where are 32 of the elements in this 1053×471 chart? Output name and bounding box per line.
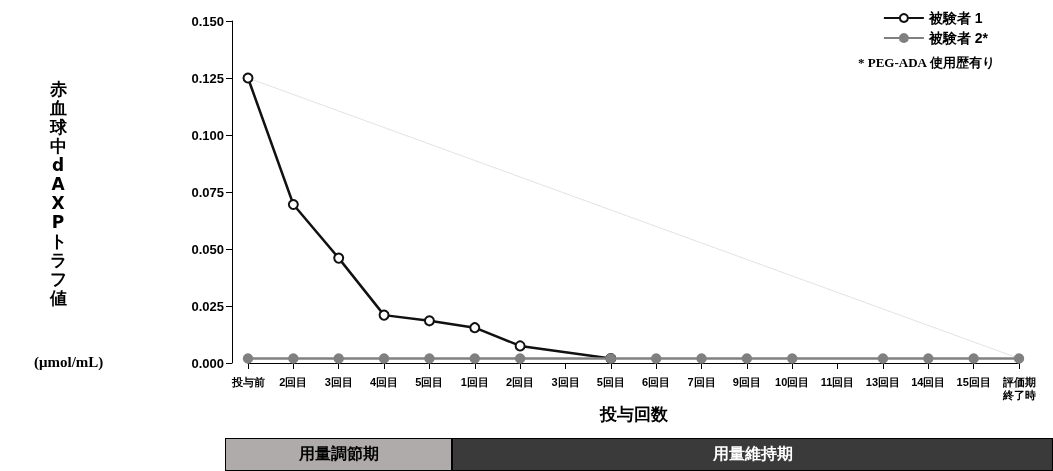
legend-label: 被験者 2*: [927, 30, 989, 46]
x-tick-label: 3回目: [551, 375, 580, 388]
x-tick-label: 15回目: [956, 375, 991, 388]
x-tick-label: 7回目: [687, 375, 716, 388]
y-tick-label: 0.125: [191, 70, 224, 86]
annotation: * PEG-ADA 使用歴有り: [858, 54, 995, 72]
text: 用量維持期: [452, 438, 1053, 471]
x-tick-label: 投与前: [230, 375, 265, 388]
y-tick-label: 0.075: [191, 184, 224, 200]
y-tick-label: 0.050: [191, 241, 224, 257]
x-tick-label: 5回目: [415, 375, 444, 388]
y-tick-label: 0.025: [191, 298, 224, 314]
x-tick-label: 1回目: [460, 375, 489, 388]
legend-label: 被験者 1: [927, 10, 983, 26]
x-tick-label: 14回目: [911, 375, 946, 388]
x-tick-label: 評価期終了時: [1001, 375, 1036, 401]
x-tick-label: 11回目: [820, 375, 855, 388]
x-axis-title: 投与回数: [598, 404, 669, 424]
x-tick-label: 6回目: [642, 375, 671, 388]
x-tick-label: 13回目: [865, 375, 901, 388]
x-tick-label: 3回目: [324, 375, 353, 388]
x-tick-label: 2回目: [279, 375, 308, 388]
x-tick-label: 5回目: [596, 375, 625, 388]
y-tick-label: 0.100: [191, 127, 224, 143]
text: 赤血球中dAXPトラフ値 (μmol/mL): [34, 79, 104, 370]
x-tick-label: 10回目: [775, 375, 810, 388]
text: 用量調節期: [225, 438, 452, 471]
x-tick-label: 4回目: [370, 375, 399, 388]
y-tick-label: 0.000: [191, 355, 224, 371]
x-tick-label: 2回目: [506, 375, 535, 388]
y-tick-label: 0.150: [191, 13, 224, 29]
x-tick-label: 9回目: [732, 375, 761, 388]
